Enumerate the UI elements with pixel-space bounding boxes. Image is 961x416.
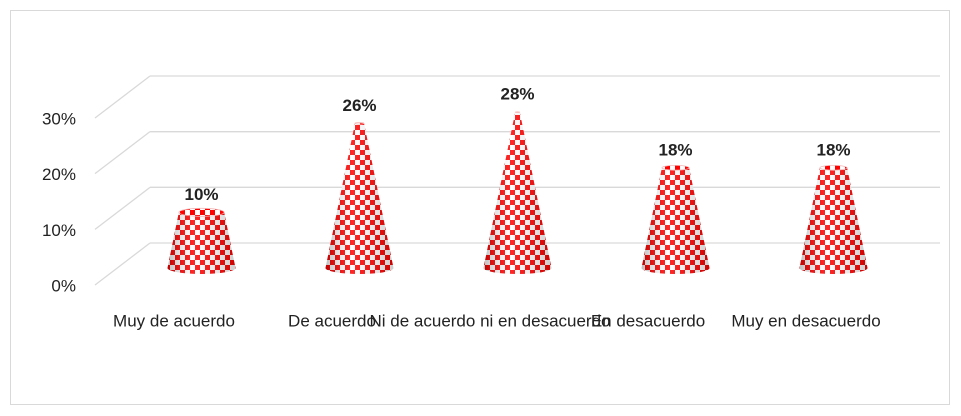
cone-shade <box>641 167 710 274</box>
y-tick-label: 0% <box>51 276 76 295</box>
cone <box>483 111 552 274</box>
cone-top <box>819 165 848 171</box>
grid-line-side <box>94 186 151 230</box>
x-tick-label: De acuerdo <box>288 311 376 330</box>
data-label: 26% <box>342 96 376 115</box>
grid-line-side <box>94 242 151 286</box>
y-tick-label: 10% <box>42 221 76 240</box>
x-tick-label: Ni de acuerdo ni en desacuerdo <box>370 311 611 330</box>
cone-shade <box>167 212 236 274</box>
cone-top <box>178 207 225 217</box>
chart-border <box>10 10 950 405</box>
y-tick-label: 20% <box>42 165 76 184</box>
cone-top <box>354 122 365 125</box>
cone <box>167 207 236 274</box>
cone <box>799 165 868 274</box>
data-label: 10% <box>184 185 218 204</box>
cone-shade <box>483 112 552 274</box>
data-label: 18% <box>816 140 850 159</box>
x-tick-label: En desacuerdo <box>591 311 705 330</box>
cone-top <box>514 111 521 113</box>
cone-shade <box>325 123 394 275</box>
cone <box>641 165 710 274</box>
x-tick-label: Muy de acuerdo <box>113 311 235 330</box>
grid-line-side <box>94 75 151 119</box>
cone-top <box>661 165 690 171</box>
y-tick-label: 30% <box>42 109 76 128</box>
cone-shade <box>799 167 868 274</box>
data-label: 28% <box>500 85 534 104</box>
data-label: 18% <box>658 140 692 159</box>
x-tick-label: Muy en desacuerdo <box>731 311 880 330</box>
grid-line-side <box>94 131 151 175</box>
cone <box>325 122 394 275</box>
